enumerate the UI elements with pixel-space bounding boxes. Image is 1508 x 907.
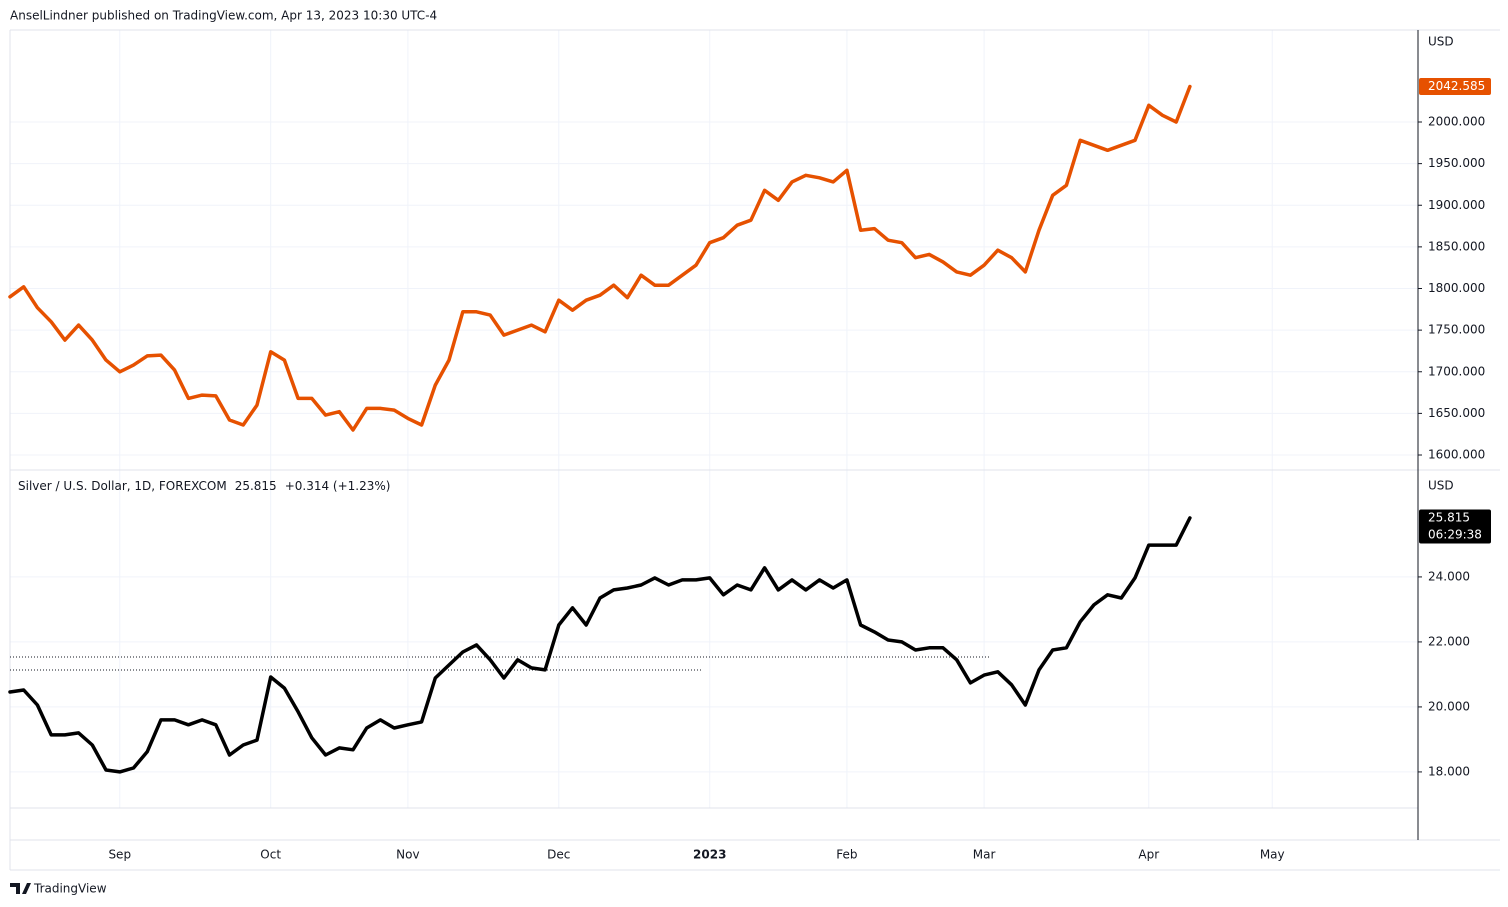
x-tick-label: Sep [108,848,131,862]
y-tick-label: 1750.000 [1428,323,1485,337]
legend-change: +0.314 (+1.23%) [285,479,391,493]
x-tick-label: Nov [396,848,419,862]
x-tick-label: 2023 [693,848,726,862]
price-axis-unit: USD [1428,35,1454,49]
x-tick-label: Dec [547,848,570,862]
last-price-box [1419,509,1491,544]
last-price-label: 2042.585 [1428,79,1485,93]
price-line [8,516,1192,774]
y-tick-label: 1700.000 [1428,364,1485,378]
x-tick-label: May [1260,848,1285,862]
y-tick-label: 2000.000 [1428,114,1485,128]
y-tick-label: 1600.000 [1428,448,1485,462]
y-tick-label: 24.000 [1428,569,1470,583]
y-tick-label: 20.000 [1428,699,1470,713]
tradingview-logo: TradingView [10,882,107,896]
y-tick-label: 1950.000 [1428,156,1485,170]
price-axis-unit: USD [1428,479,1454,493]
grid-layer [10,30,1418,808]
legend: Silver / U.S. Dollar, 1D, FOREXCOM 25.815… [18,479,390,493]
logo-mark [10,883,31,894]
publisher-header: AnselLindner published on TradingView.co… [10,9,437,23]
y-tick-label: 1650.000 [1428,406,1485,420]
x-tick-label: Apr [1138,848,1159,862]
last-price-label: 25.815 [1428,510,1470,524]
last-price-box [1419,78,1491,96]
legend-last: 25.815 [235,479,277,493]
price-line [8,84,1192,432]
x-tick-label: Feb [836,848,857,862]
footer-brand: TradingView [33,882,107,896]
x-tick-label: Mar [973,848,996,862]
bar-countdown: 06:29:38 [1428,527,1482,541]
y-tick-label: 1800.000 [1428,281,1485,295]
y-tick-label: 1850.000 [1428,239,1485,253]
y-tick-label: 18.000 [1428,764,1470,778]
y-tick-label: 22.000 [1428,634,1470,648]
legend-name: Silver / U.S. Dollar, 1D, FOREXCOM [18,479,227,493]
y-tick-label: 1900.000 [1428,198,1485,212]
x-tick-label: Oct [260,848,281,862]
